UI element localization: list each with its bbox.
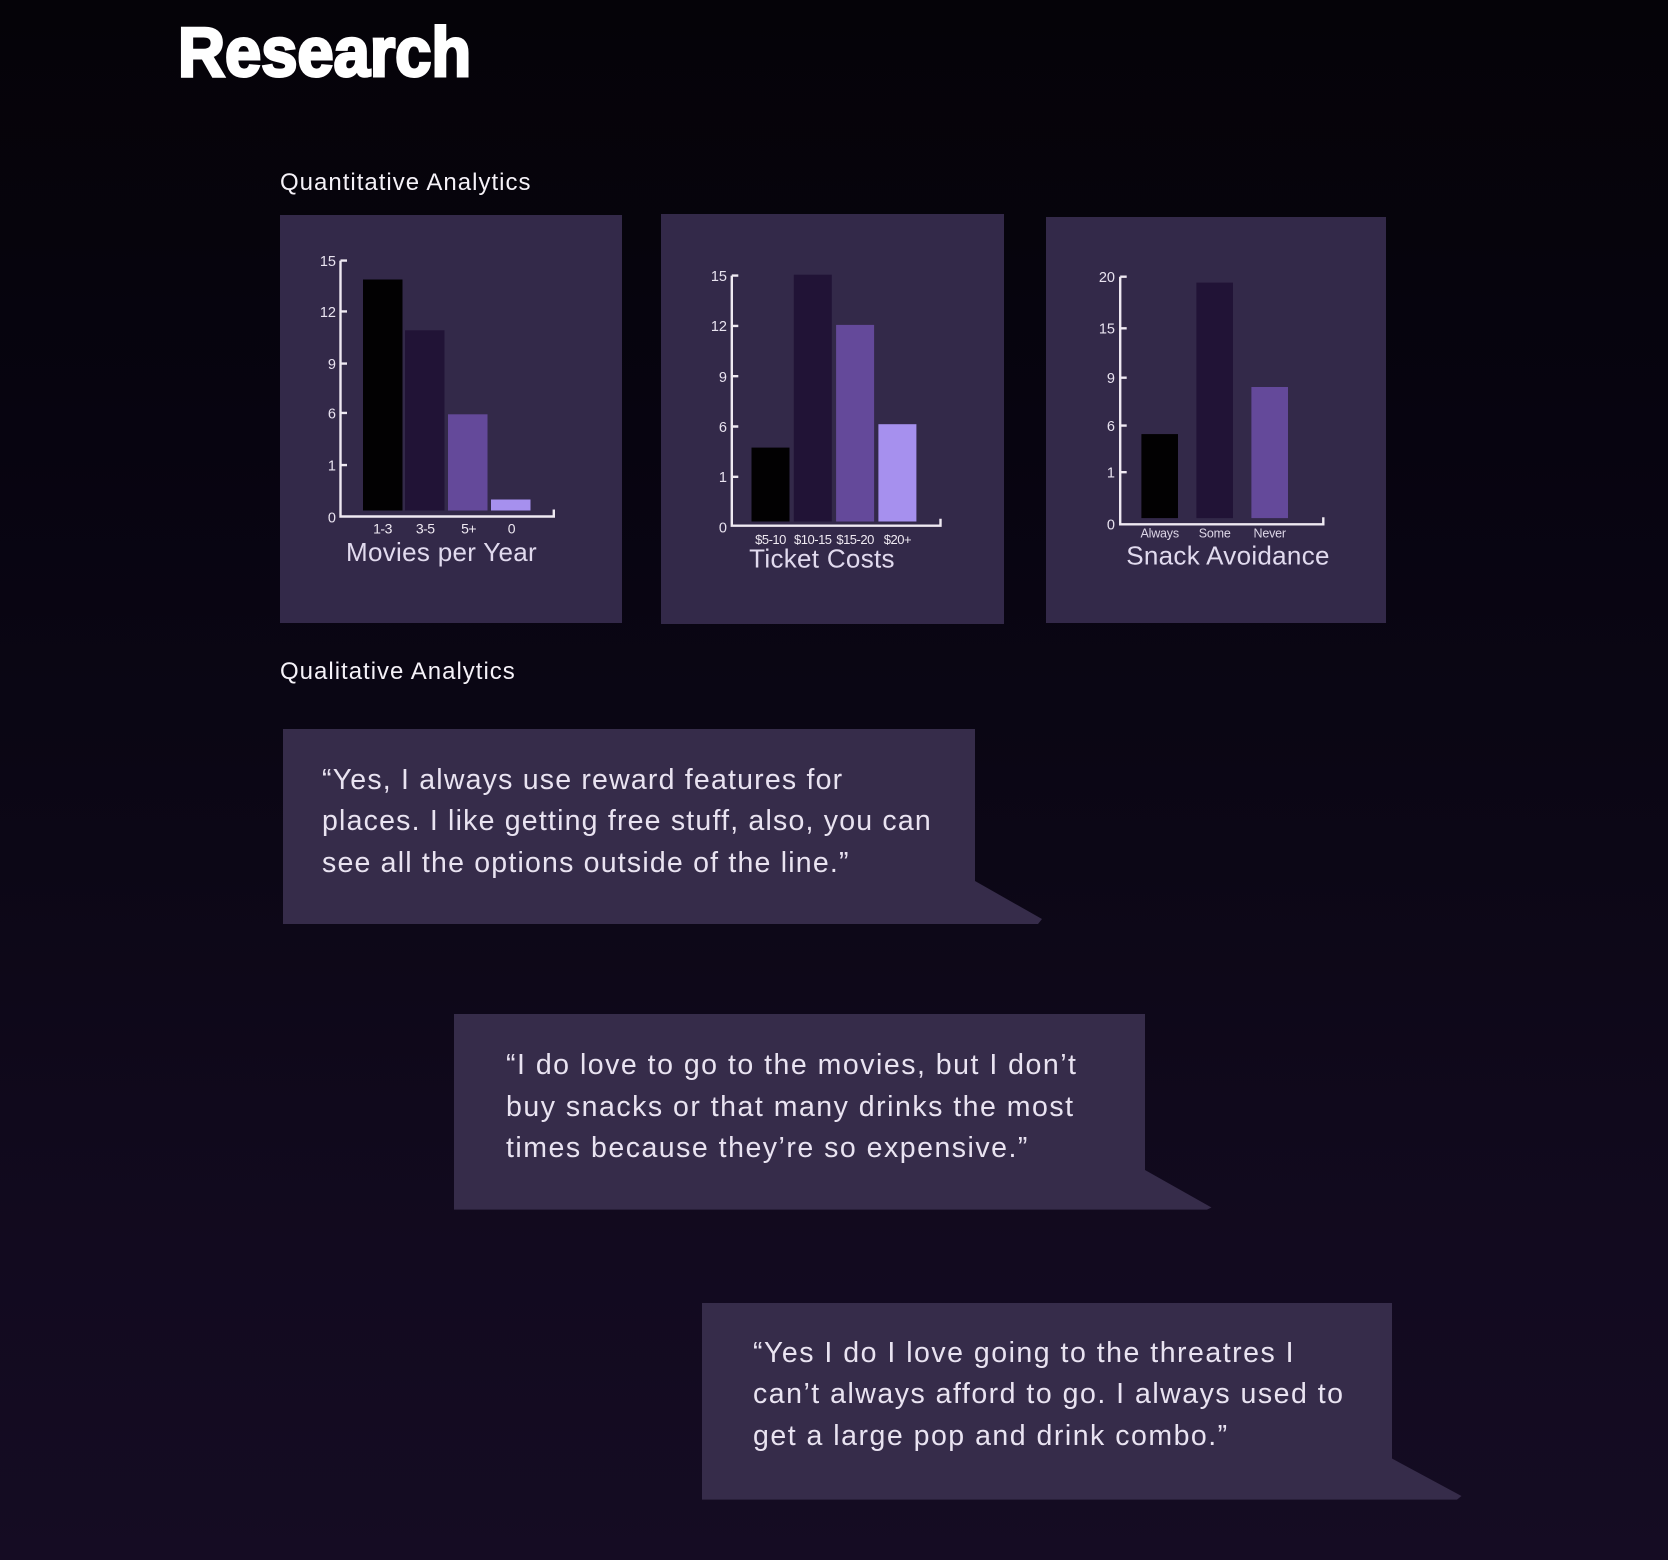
svg-text:6: 6 bbox=[719, 420, 727, 436]
svg-text:9: 9 bbox=[719, 370, 727, 386]
svg-text:Never: Never bbox=[1254, 527, 1286, 541]
svg-text:20: 20 bbox=[1099, 270, 1115, 286]
svg-text:5+: 5+ bbox=[461, 521, 476, 537]
svg-text:Movies per Year: Movies per Year bbox=[346, 537, 537, 567]
svg-text:3-5: 3-5 bbox=[416, 521, 435, 537]
svg-text:$15-20: $15-20 bbox=[836, 532, 874, 547]
svg-text:0: 0 bbox=[508, 521, 516, 537]
svg-text:$20+: $20+ bbox=[884, 532, 911, 547]
svg-text:9: 9 bbox=[328, 357, 336, 373]
svg-text:Snack Avoidance: Snack Avoidance bbox=[1126, 541, 1330, 571]
svg-text:0: 0 bbox=[1107, 518, 1115, 534]
svg-text:Some: Some bbox=[1199, 527, 1231, 541]
svg-text:6: 6 bbox=[328, 406, 336, 422]
svg-text:0: 0 bbox=[719, 520, 727, 536]
svg-text:6: 6 bbox=[1107, 419, 1115, 435]
svg-text:$10-15: $10-15 bbox=[794, 532, 832, 547]
svg-text:9: 9 bbox=[1107, 371, 1115, 387]
svg-text:15: 15 bbox=[711, 269, 727, 285]
svg-text:1-3: 1-3 bbox=[373, 521, 392, 537]
svg-text:1: 1 bbox=[328, 459, 336, 475]
svg-text:12: 12 bbox=[320, 305, 336, 321]
svg-text:Ticket Costs: Ticket Costs bbox=[749, 543, 895, 573]
svg-text:12: 12 bbox=[711, 319, 727, 335]
svg-text:1: 1 bbox=[719, 470, 727, 486]
svg-text:Always: Always bbox=[1140, 527, 1178, 541]
svg-text:1: 1 bbox=[1107, 466, 1115, 482]
svg-text:$5-10: $5-10 bbox=[755, 532, 786, 547]
svg-text:15: 15 bbox=[1099, 322, 1115, 338]
svg-text:15: 15 bbox=[320, 254, 336, 270]
svg-text:0: 0 bbox=[328, 511, 336, 527]
